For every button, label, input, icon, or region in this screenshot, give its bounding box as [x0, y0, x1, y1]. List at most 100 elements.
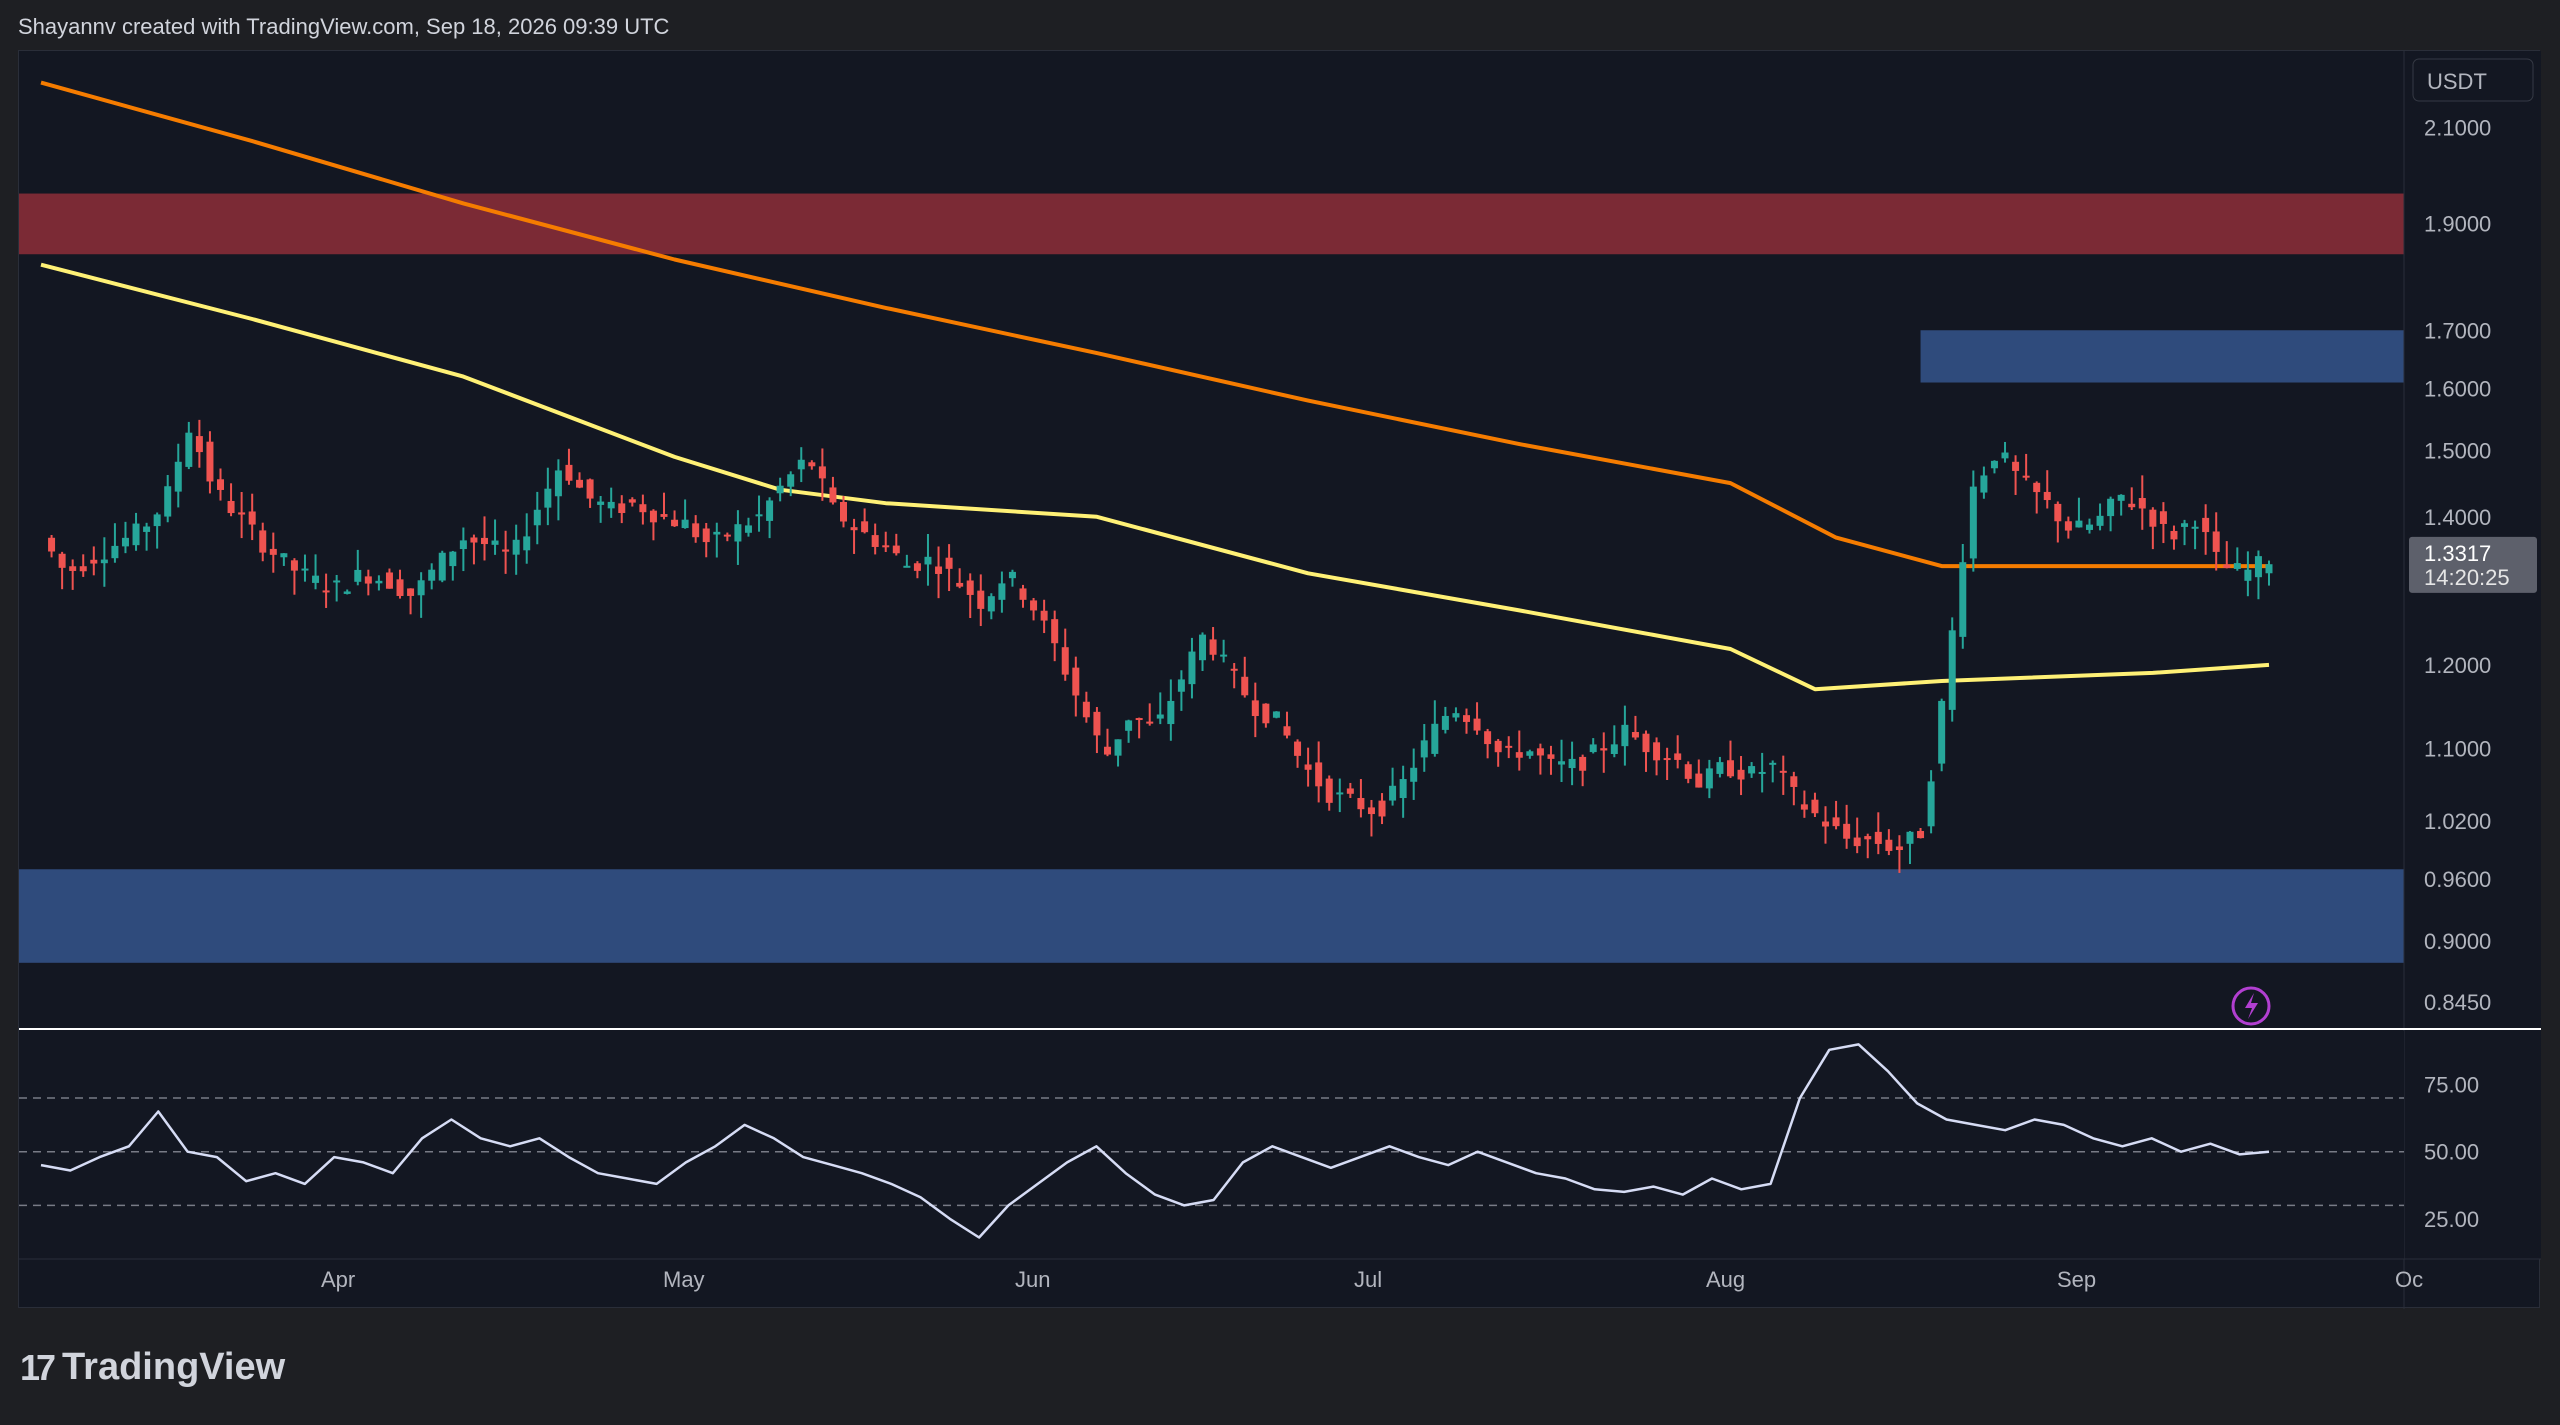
candle: [100, 537, 108, 587]
candle: [966, 573, 974, 619]
candle-body: [2191, 526, 2199, 529]
candle: [1199, 632, 1207, 672]
candle-body: [1758, 771, 1766, 774]
candle-body: [1082, 701, 1090, 718]
candle-body: [2043, 491, 2051, 501]
price-tick-label: 1.2000: [2424, 653, 2491, 678]
candle-body: [1251, 700, 1259, 717]
candle-body: [1726, 760, 1734, 777]
candle-body: [2138, 498, 2146, 509]
candle-body: [871, 535, 879, 547]
currency-selector[interactable]: USDT: [2412, 58, 2534, 102]
candle-body: [649, 510, 657, 523]
candle-body: [69, 566, 77, 571]
candle-body: [1336, 792, 1344, 795]
candle-body: [1906, 831, 1914, 844]
rsi-plot-area: [19, 1031, 2404, 1259]
candle-body: [1114, 739, 1122, 756]
candle-body: [470, 537, 478, 543]
candle-body: [2128, 503, 2136, 508]
candle-body: [2096, 515, 2104, 526]
candle-body: [143, 526, 151, 532]
candle-body: [238, 512, 246, 515]
candle-body: [1188, 651, 1196, 685]
candle-body: [1558, 761, 1566, 765]
candle: [1938, 698, 1946, 772]
candle-body: [1262, 703, 1270, 724]
candle-body: [1769, 762, 1777, 765]
candle: [438, 550, 446, 583]
candle: [121, 521, 129, 554]
candle: [639, 494, 647, 525]
candle-body: [935, 566, 943, 574]
candle-body: [565, 464, 573, 481]
candle: [1769, 760, 1777, 783]
candle: [2212, 512, 2220, 571]
candle-body: [1177, 679, 1185, 692]
candle: [2001, 441, 2009, 463]
lightning-circle: [2231, 986, 2271, 1026]
candle: [1494, 738, 1502, 767]
candle-body: [628, 499, 636, 503]
candle: [1568, 741, 1576, 786]
candle: [407, 588, 415, 615]
candle: [1811, 792, 1819, 817]
candle-body: [1790, 776, 1798, 787]
candle: [1441, 706, 1449, 734]
candle-body: [1030, 600, 1038, 611]
candle-body: [1938, 700, 1946, 764]
candle-body: [1705, 768, 1713, 789]
candle-body: [174, 461, 182, 492]
candle-body: [227, 500, 235, 514]
candle: [544, 467, 552, 526]
chart-panel[interactable]: USDT 2.1000 1.9000 1.7000 1.6000 1.5000 1.4000…: [18, 50, 2541, 1309]
candle-body: [2202, 517, 2210, 533]
candle-body: [692, 523, 700, 538]
candle-body: [2170, 530, 2178, 540]
candle-body: [269, 548, 277, 555]
lightning-icon[interactable]: [2231, 986, 2271, 1026]
candle-body: [523, 536, 531, 551]
candle-body: [2022, 475, 2030, 478]
candle-body: [2212, 531, 2220, 552]
candle: [449, 550, 457, 581]
candle: [935, 546, 943, 599]
candle: [1558, 739, 1566, 783]
candle: [692, 515, 700, 543]
candle-body: [1917, 830, 1925, 839]
candle: [1653, 737, 1661, 776]
candle-body: [2254, 556, 2262, 578]
candle-body: [1441, 715, 1449, 730]
candle-body: [1220, 654, 1228, 657]
candle: [502, 530, 510, 574]
candle-body: [1822, 821, 1830, 827]
lightning-bolt: [2245, 993, 2258, 1019]
candle-body: [2107, 498, 2115, 517]
tradingview-logo[interactable]: 17 TradingView: [20, 1346, 285, 1389]
candle: [143, 522, 151, 551]
candle: [1800, 790, 1808, 818]
candle-body: [2223, 564, 2231, 568]
candle-body: [607, 501, 615, 509]
candle: [681, 499, 689, 529]
candle: [1304, 747, 1312, 787]
candle-body: [491, 540, 499, 545]
candle-body: [459, 540, 467, 550]
candle: [1610, 725, 1618, 758]
candle: [480, 516, 488, 561]
chart-credit: Shayannv created with TradingView.com, S…: [18, 14, 670, 39]
candle-body: [1684, 764, 1692, 779]
candle: [1505, 736, 1513, 759]
candle-body: [100, 559, 108, 564]
moving-average-orange: [40, 80, 2269, 569]
candle: [132, 512, 140, 551]
candle-body: [1494, 740, 1502, 753]
price-chart[interactable]: USDT 2.1000 1.9000 1.7000 1.6000 1.5000 1.4000…: [19, 51, 2541, 1309]
time-tick-label: Oc: [2395, 1267, 2423, 1292]
candle: [1241, 656, 1249, 698]
candle-body: [829, 487, 837, 503]
price-tick-label: 2.1000: [2424, 115, 2491, 140]
candle-body: [385, 572, 393, 589]
upper-blue-zone: [1920, 330, 2404, 383]
candle: [1410, 748, 1418, 800]
